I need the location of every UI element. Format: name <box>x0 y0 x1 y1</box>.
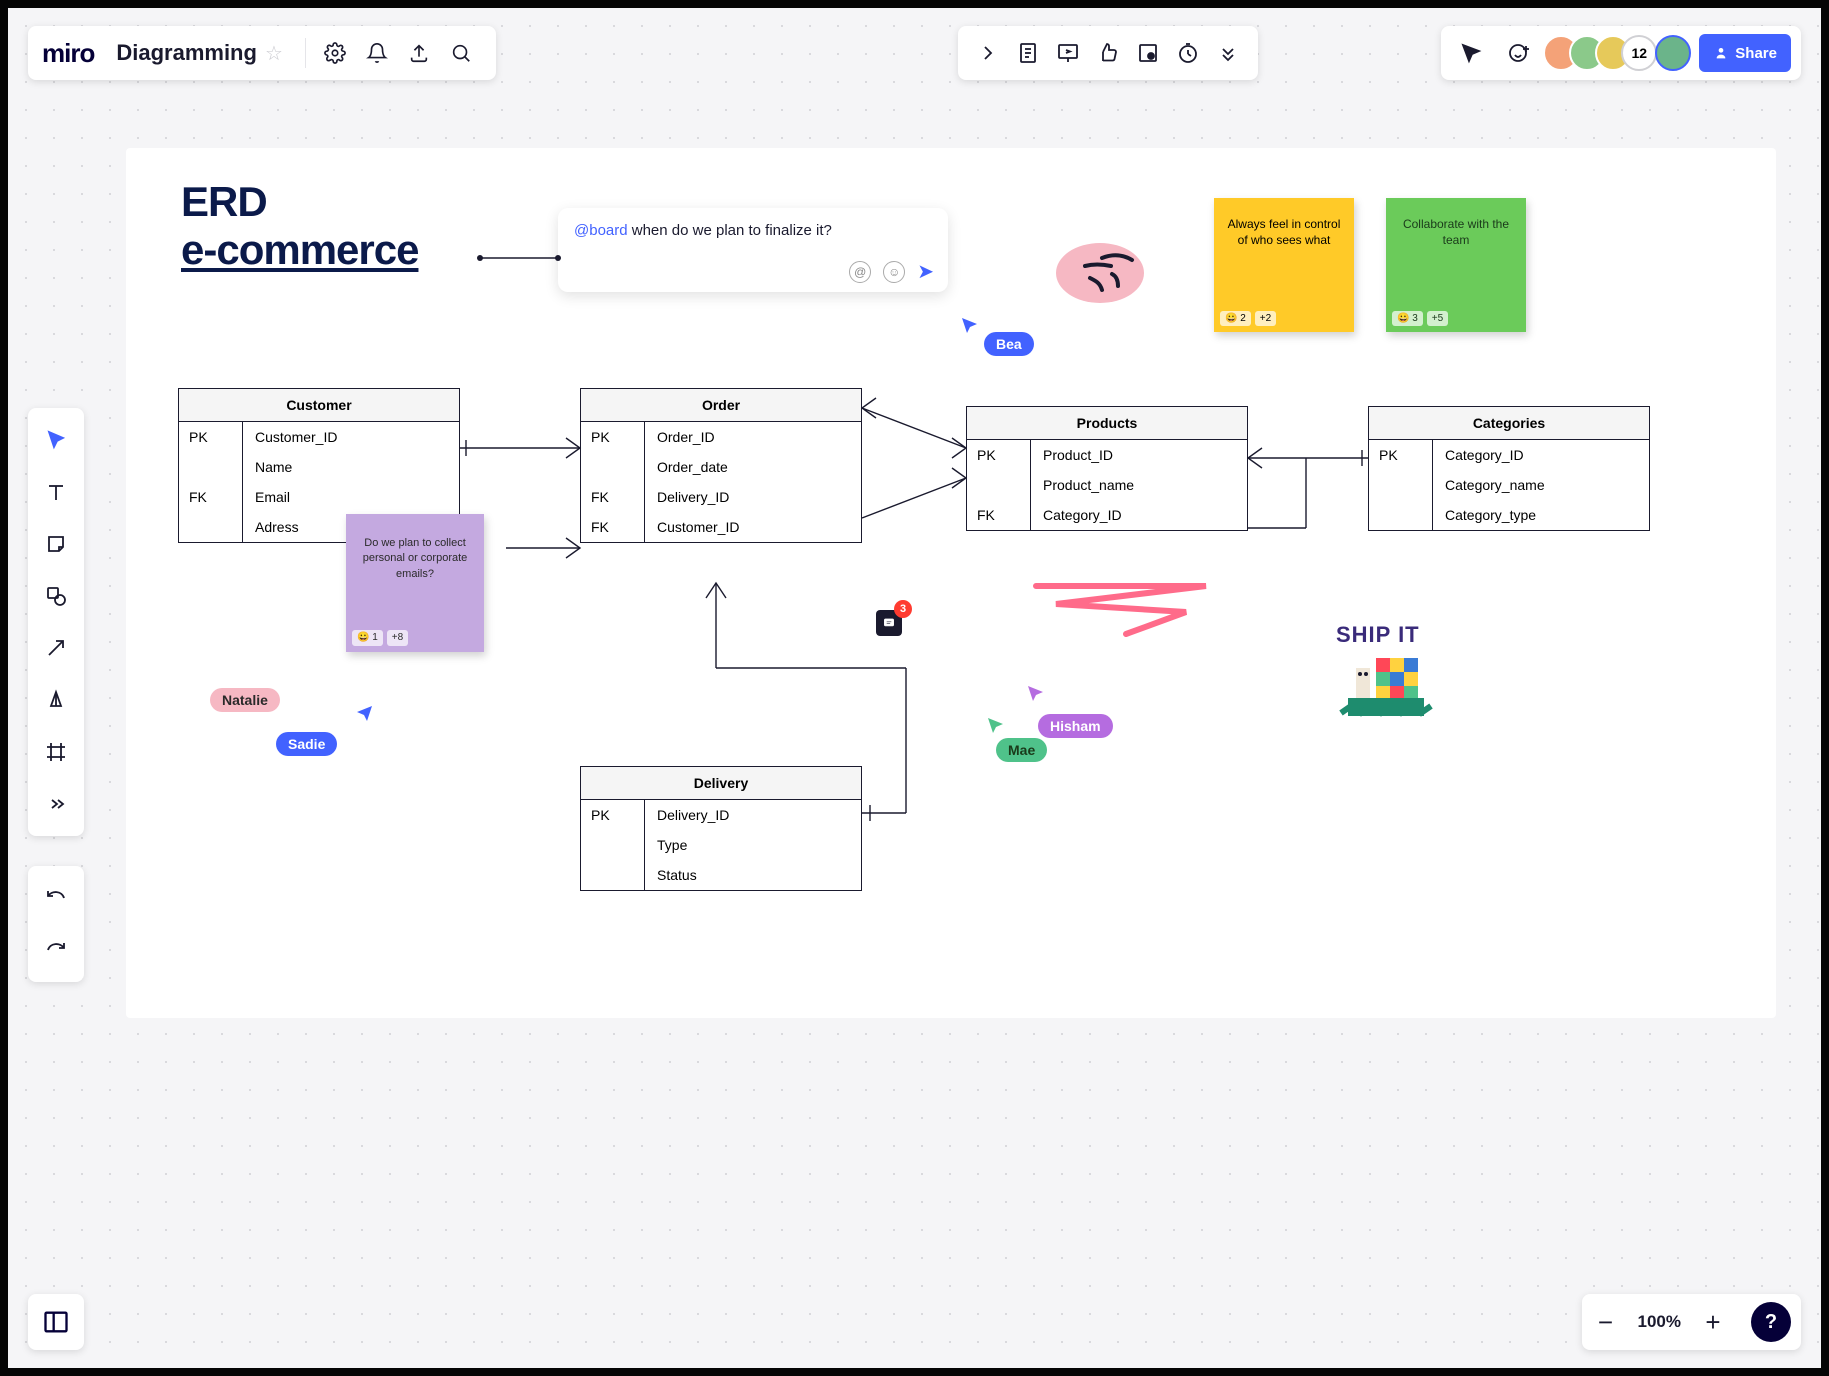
cursor-hisham-pointer <box>1026 684 1046 704</box>
comment-text: @board when do we plan to finalize it? <box>574 222 932 239</box>
chat-badge: 3 <box>894 600 912 618</box>
left-toolbar <box>28 408 84 836</box>
mention: @board <box>574 222 628 239</box>
top-right-toolbar: 12 Share <box>1441 26 1801 80</box>
comment-body: when do we plan to finalize it? <box>628 222 832 239</box>
thumbs-up-icon[interactable] <box>1088 33 1128 73</box>
cursor-sadie-pointer <box>356 704 376 724</box>
top-center-toolbar <box>958 26 1258 80</box>
table-header: Categories <box>1369 407 1649 440</box>
react-pill[interactable]: 😀 1 <box>352 630 383 646</box>
more-down-icon[interactable] <box>1208 33 1248 73</box>
react-pill[interactable]: +5 <box>1427 311 1448 327</box>
squiggle-drawing[interactable] <box>1026 576 1226 646</box>
settings-icon[interactable] <box>318 36 352 70</box>
arrow-tool-icon[interactable] <box>34 626 78 670</box>
sticky-purple[interactable]: Do we plan to collect personal or corpor… <box>346 514 484 652</box>
avatar-self[interactable] <box>1655 35 1691 71</box>
sticky-tool-icon[interactable] <box>34 522 78 566</box>
undo-icon[interactable] <box>34 876 78 920</box>
sticky-green[interactable]: Collaborate with the team 😀 3 +5 <box>1386 198 1526 332</box>
reactions-add-icon[interactable] <box>1499 33 1539 73</box>
sticky-text: Do we plan to collect personal or corpor… <box>358 536 472 582</box>
cursor-sadie: Sadie <box>276 732 337 756</box>
frame-tool-icon[interactable] <box>34 730 78 774</box>
sticky-text: Collaborate with the team <box>1398 216 1514 248</box>
title-line-1: ERD <box>181 178 418 226</box>
erd-table-categories[interactable]: Categories PKCategory_ID Category_name C… <box>1368 406 1650 531</box>
title-line-2: e-commerce <box>181 226 418 274</box>
erd-table-products[interactable]: Products PKProduct_ID Product_name FKCat… <box>966 406 1248 531</box>
erd-table-order[interactable]: Order PKOrder_ID Order_date FKDelivery_I… <box>580 388 862 543</box>
comment-composer[interactable]: @board when do we plan to finalize it? @… <box>558 208 948 292</box>
minimap-toggle[interactable] <box>28 1294 84 1350</box>
help-button[interactable]: ? <box>1751 1302 1791 1342</box>
export-icon[interactable] <box>402 36 436 70</box>
cursor-mae: Mae <box>996 738 1047 762</box>
table-header: Customer <box>179 389 459 422</box>
table-header: Order <box>581 389 861 422</box>
top-left-toolbar: miro Diagramming ☆ <box>28 26 496 80</box>
select-tool-icon[interactable] <box>34 418 78 462</box>
cursor-bea-pointer <box>960 316 980 336</box>
cursor-mode-icon[interactable] <box>1451 33 1491 73</box>
cursor-mae-pointer <box>986 716 1006 736</box>
pen-tool-icon[interactable] <box>34 678 78 722</box>
undo-redo-bar <box>28 866 84 982</box>
logo[interactable]: miro <box>42 38 94 69</box>
shape-tool-icon[interactable] <box>34 574 78 618</box>
zoom-toolbar: − 100% + ? <box>1582 1294 1801 1350</box>
avatar-overflow-count[interactable]: 12 <box>1621 35 1657 71</box>
board-name[interactable]: Diagramming <box>116 40 257 66</box>
bell-icon[interactable] <box>360 36 394 70</box>
sticky-yellow[interactable]: Always feel in control of who sees what … <box>1214 198 1354 332</box>
hand-sticker[interactable] <box>1050 228 1160 308</box>
emoji-icon[interactable]: ☺ <box>883 261 905 283</box>
zoom-out-button[interactable]: − <box>1592 1308 1620 1336</box>
zoom-in-button[interactable]: + <box>1699 1308 1727 1336</box>
ship-it-sticker[interactable]: SHIP IT <box>1336 622 1436 733</box>
cursor-natalie: Natalie <box>210 688 280 712</box>
chat-icon[interactable]: 3 <box>876 610 902 636</box>
notes-icon[interactable] <box>1008 33 1048 73</box>
canvas-frame[interactable]: ERD e-commerce @board when do we plan to… <box>126 148 1776 1018</box>
ship-it-text: SHIP IT <box>1336 622 1436 648</box>
star-icon[interactable]: ☆ <box>265 41 283 66</box>
send-icon[interactable]: ➤ <box>917 259 934 284</box>
share-button-label: Share <box>1735 45 1777 62</box>
react-pill[interactable]: 😀 2 <box>1220 311 1251 327</box>
react-pill[interactable]: +8 <box>387 630 408 646</box>
table-header: Products <box>967 407 1247 440</box>
more-tools-icon[interactable] <box>34 782 78 826</box>
share-button[interactable]: Share <box>1699 34 1791 72</box>
expand-toolbar-icon[interactable] <box>968 33 1008 73</box>
timer-icon[interactable] <box>1168 33 1208 73</box>
text-tool-icon[interactable] <box>34 470 78 514</box>
mention-icon[interactable]: @ <box>849 261 871 283</box>
react-pill[interactable]: +2 <box>1255 311 1276 327</box>
zoom-level[interactable]: 100% <box>1638 1312 1681 1332</box>
diagram-title: ERD e-commerce <box>181 178 418 274</box>
sticky-text: Always feel in control of who sees what <box>1226 216 1342 248</box>
app-viewport: miro Diagramming ☆ 12 Share <box>8 8 1821 1368</box>
erd-table-delivery[interactable]: Delivery PKDelivery_ID Type Status <box>580 766 862 891</box>
table-header: Delivery <box>581 767 861 800</box>
cursor-bea: Bea <box>984 332 1034 356</box>
search-icon[interactable] <box>444 36 478 70</box>
react-pill[interactable]: 😀 3 <box>1392 311 1423 327</box>
frame-record-icon[interactable] <box>1128 33 1168 73</box>
redo-icon[interactable] <box>34 928 78 972</box>
present-icon[interactable] <box>1048 33 1088 73</box>
cursor-hisham: Hisham <box>1038 714 1113 738</box>
